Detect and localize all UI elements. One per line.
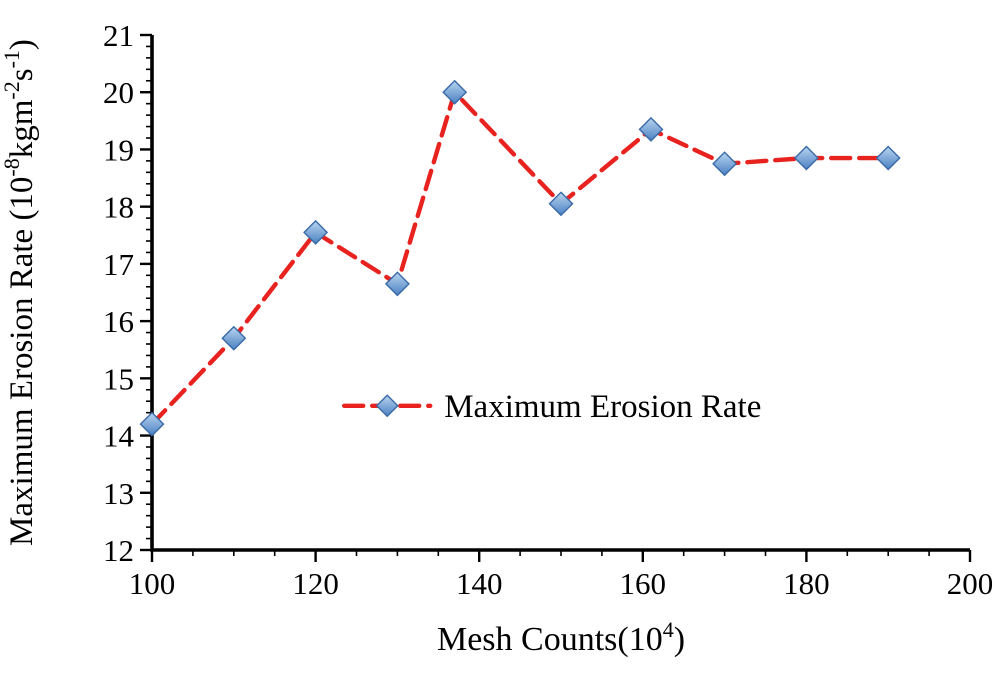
x-tick-label: 140 (456, 566, 503, 601)
tick-labels: 100 120 140 160 180 200 12 13 14 15 16 17 18 19 20 21 (103, 18, 993, 601)
data-point-marker (375, 394, 399, 418)
data-point-marker (712, 151, 738, 177)
legend: Maximum Erosion Rate (342, 389, 761, 425)
data-point-marker (875, 145, 901, 171)
y-axis-title: Maximum Erosion Rate (10-8kgm-2s-1) (0, 39, 40, 546)
x-tick-label: 180 (783, 566, 830, 601)
x-axis-title: Mesh Counts(104) (437, 617, 685, 658)
y-tick-label: 21 (103, 18, 134, 53)
y-tick-label: 18 (103, 190, 134, 225)
y-tick-label: 17 (103, 247, 134, 282)
axes (150, 35, 970, 552)
series-markers (139, 79, 901, 437)
x-tick-label: 200 (947, 566, 994, 601)
data-point-marker (793, 145, 819, 171)
y-tick-label: 16 (103, 304, 134, 339)
x-tick-label: 120 (292, 566, 339, 601)
y-tick-label: 12 (103, 533, 134, 568)
legend-label: Maximum Erosion Rate (444, 389, 761, 425)
y-tick-label: 19 (103, 132, 134, 167)
data-point-marker (442, 79, 468, 105)
y-tick-label: 14 (103, 419, 135, 454)
data-point-marker (303, 219, 329, 245)
y-tick-label: 13 (103, 476, 134, 511)
data-point-marker (638, 116, 664, 142)
axis-ticks (140, 33, 972, 562)
data-point-marker (384, 271, 410, 297)
data-point-marker (548, 191, 574, 217)
data-point-marker (221, 325, 247, 351)
y-tick-label: 15 (103, 361, 134, 396)
x-tick-label: 100 (129, 566, 176, 601)
data-point-marker (139, 411, 165, 437)
x-tick-label: 160 (620, 566, 667, 601)
series-line-maximum-erosion-rate (149, 87, 891, 427)
y-tick-label: 20 (103, 75, 134, 110)
